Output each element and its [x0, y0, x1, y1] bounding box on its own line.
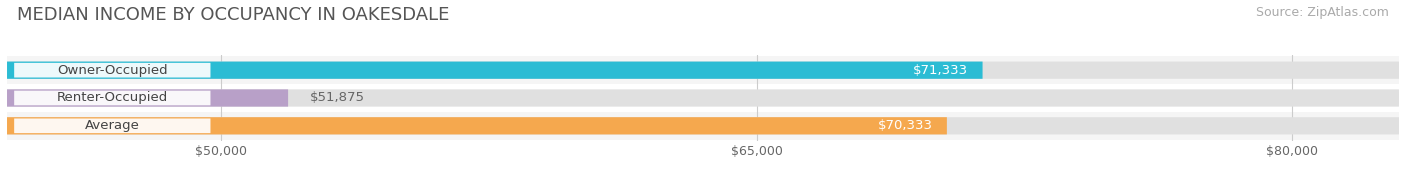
- Text: MEDIAN INCOME BY OCCUPANCY IN OAKESDALE: MEDIAN INCOME BY OCCUPANCY IN OAKESDALE: [17, 6, 450, 24]
- FancyBboxPatch shape: [7, 84, 1399, 112]
- FancyBboxPatch shape: [7, 56, 1399, 84]
- Text: $51,875: $51,875: [309, 92, 364, 104]
- FancyBboxPatch shape: [14, 91, 211, 105]
- FancyBboxPatch shape: [7, 62, 983, 79]
- Text: Average: Average: [84, 119, 139, 132]
- Text: Source: ZipAtlas.com: Source: ZipAtlas.com: [1256, 6, 1389, 19]
- FancyBboxPatch shape: [7, 117, 946, 134]
- FancyBboxPatch shape: [7, 117, 1399, 134]
- FancyBboxPatch shape: [7, 112, 1399, 140]
- Text: Renter-Occupied: Renter-Occupied: [56, 92, 167, 104]
- FancyBboxPatch shape: [14, 119, 211, 133]
- Text: $70,333: $70,333: [877, 119, 932, 132]
- FancyBboxPatch shape: [14, 63, 211, 77]
- Text: $71,333: $71,333: [912, 64, 969, 77]
- FancyBboxPatch shape: [7, 89, 288, 107]
- FancyBboxPatch shape: [7, 89, 1399, 107]
- FancyBboxPatch shape: [7, 62, 1399, 79]
- Text: Owner-Occupied: Owner-Occupied: [58, 64, 167, 77]
